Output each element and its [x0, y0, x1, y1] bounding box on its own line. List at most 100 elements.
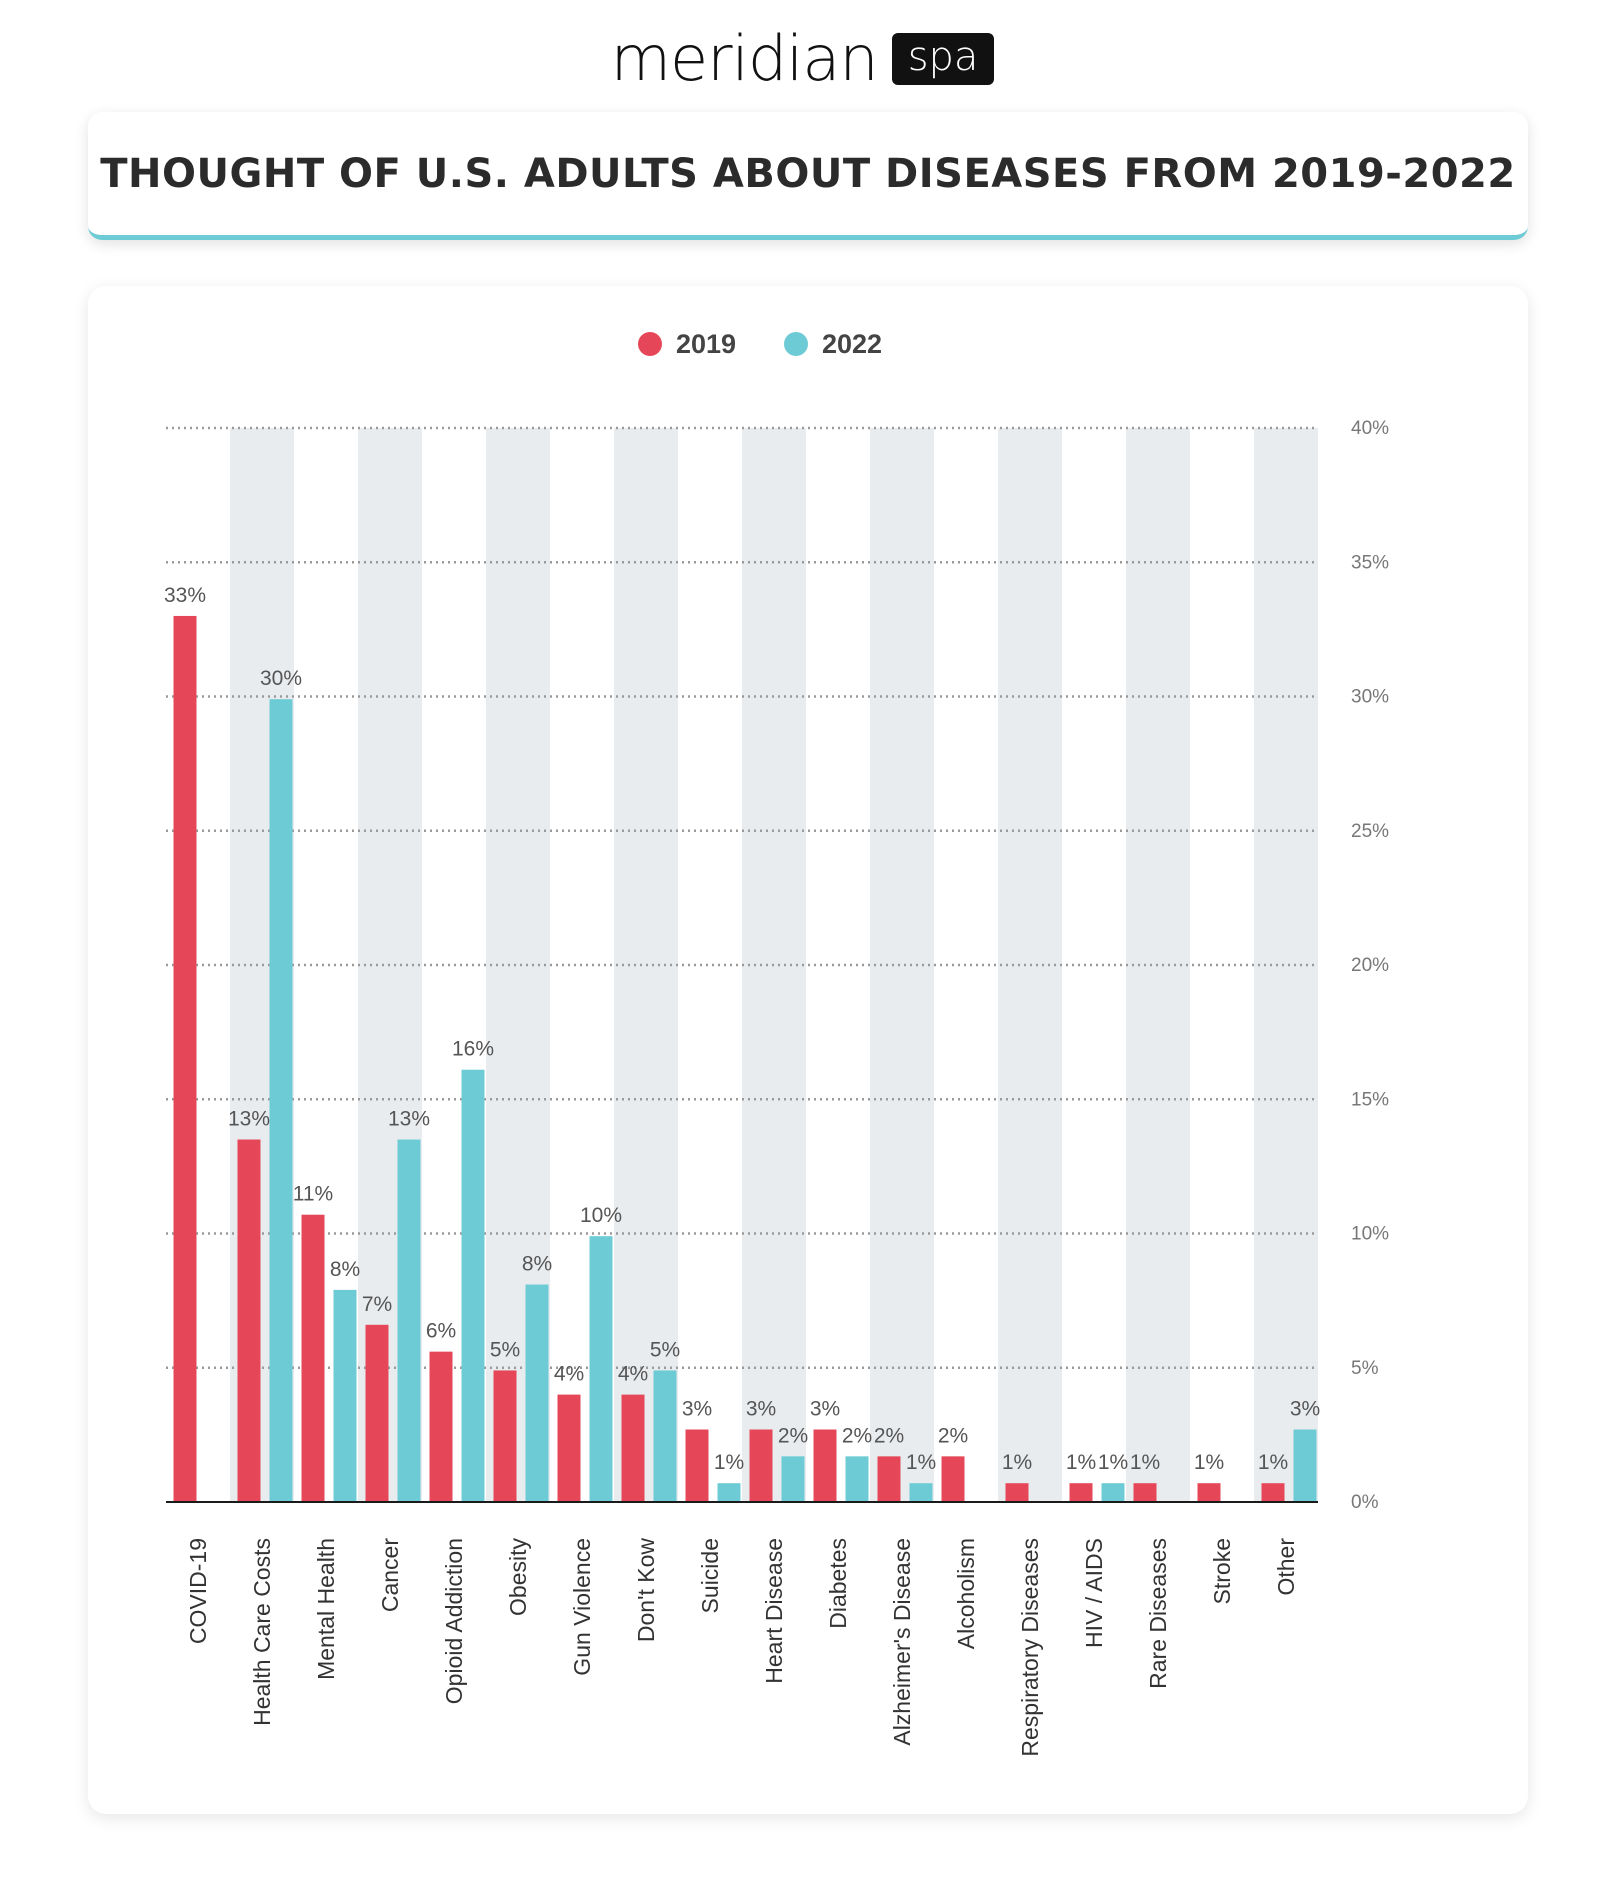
x-tick-label: Alzheimer's Disease	[889, 1538, 915, 1746]
data-label-2019: 33%	[164, 584, 206, 607]
bar-2022	[1101, 1483, 1125, 1502]
data-label-2019: 6%	[426, 1320, 456, 1343]
x-tick-label: Don't Kow	[633, 1538, 659, 1642]
legend-dot-2019	[638, 332, 662, 356]
y-tick-label: 15%	[1351, 1089, 1389, 1110]
data-label-2019: 7%	[362, 1293, 392, 1316]
brand-badge: spa	[891, 32, 995, 85]
bar-2019	[1197, 1483, 1221, 1502]
x-tick-label: Other	[1273, 1538, 1299, 1596]
bar-2019	[1261, 1483, 1285, 1502]
x-tick-label: Opioid Addiction	[441, 1538, 467, 1704]
bar-2019	[493, 1370, 517, 1502]
y-tick-label: 0%	[1351, 1492, 1379, 1513]
bar-2022	[1293, 1429, 1317, 1502]
bar-2019	[1005, 1483, 1029, 1502]
bar-2019	[237, 1139, 261, 1502]
bar-2022	[909, 1483, 933, 1502]
x-tick-label: Heart Disease	[761, 1538, 787, 1684]
data-label-2019: 3%	[746, 1398, 776, 1421]
data-label-2022: 30%	[260, 667, 302, 690]
data-label-2019: 1%	[1130, 1451, 1160, 1474]
bar-2022	[781, 1456, 805, 1502]
x-tick-label: Mental Health	[313, 1538, 339, 1680]
bar-2019	[621, 1394, 645, 1502]
y-tick-label: 25%	[1351, 821, 1389, 842]
bar-2019	[941, 1456, 965, 1502]
data-label-2019: 1%	[1194, 1451, 1224, 1474]
data-label-2019: 4%	[554, 1363, 584, 1386]
data-label-2022: 10%	[580, 1204, 622, 1227]
bar-2019	[813, 1429, 837, 1502]
brand-logo: meridian spa	[0, 22, 1605, 95]
bar-2022	[653, 1370, 677, 1502]
x-tick-label: Stroke	[1209, 1538, 1235, 1604]
x-tick-label: Alcoholism	[953, 1538, 979, 1649]
bar-2019	[301, 1214, 325, 1502]
legend-label-2022: 2022	[822, 329, 882, 359]
chart-card: 0% 5% 10% 15% 20% 25% 30% 35% 40% 33% 13% 11% 7% 6% 5%…	[88, 286, 1528, 1814]
data-label-2022: 1%	[1098, 1451, 1128, 1474]
data-label-2019: 2%	[938, 1424, 968, 1447]
y-tick-label: 20%	[1351, 955, 1389, 976]
bar-chart: 0% 5% 10% 15% 20% 25% 30% 35% 40% 33% 13% 11% 7% 6% 5%…	[164, 329, 1389, 1757]
bar-2022	[589, 1236, 613, 1502]
bar-2019	[365, 1324, 389, 1502]
chart-title: THOUGHT OF U.S. ADULTS ABOUT DISEASES FR…	[100, 150, 1516, 197]
bar-2019	[1133, 1483, 1157, 1502]
data-label-2019: 3%	[810, 1398, 840, 1421]
data-label-2022: 2%	[778, 1424, 808, 1447]
x-tick-label: HIV / AIDS	[1081, 1538, 1107, 1648]
data-label-2022: 1%	[906, 1451, 936, 1474]
x-tick-label: Gun Violence	[569, 1538, 595, 1676]
column-band	[1254, 428, 1318, 1502]
data-label-2022: 2%	[842, 1424, 872, 1447]
bar-2019	[877, 1456, 901, 1502]
bar-2022	[333, 1289, 357, 1502]
data-label-2022: 13%	[388, 1108, 430, 1131]
data-label-2019: 1%	[1002, 1451, 1032, 1474]
bar-2019	[429, 1351, 453, 1502]
x-tick-label: Obesity	[505, 1538, 531, 1616]
bar-2022	[269, 699, 293, 1502]
x-tick-label: Rare Diseases	[1145, 1538, 1171, 1689]
data-label-2022: 8%	[330, 1258, 360, 1281]
bar-2019	[557, 1394, 581, 1502]
y-tick-label: 5%	[1351, 1358, 1379, 1379]
data-label-2019: 1%	[1066, 1451, 1096, 1474]
data-label-2022: 8%	[522, 1253, 552, 1276]
brand-name: meridian	[610, 22, 879, 95]
y-tick-label: 40%	[1351, 418, 1389, 439]
bar-2019	[685, 1429, 709, 1502]
data-label-2019: 4%	[618, 1363, 648, 1386]
x-tick-label: Cancer	[377, 1538, 403, 1612]
legend-label-2019: 2019	[676, 329, 736, 359]
data-label-2019: 13%	[228, 1108, 270, 1131]
data-label-2022: 3%	[1290, 1398, 1320, 1421]
x-tick-label: Respiratory Diseases	[1017, 1538, 1043, 1757]
data-label-2019: 3%	[682, 1398, 712, 1421]
x-tick-label: Diabetes	[825, 1538, 851, 1629]
column-band	[870, 428, 934, 1502]
y-tick-label: 10%	[1351, 1224, 1389, 1245]
data-label-2019: 2%	[874, 1424, 904, 1447]
bar-2019	[749, 1429, 773, 1502]
title-card: THOUGHT OF U.S. ADULTS ABOUT DISEASES FR…	[88, 112, 1528, 240]
data-label-2022: 5%	[650, 1338, 680, 1361]
legend-dot-2022	[784, 332, 808, 356]
bar-2019	[1069, 1483, 1093, 1502]
x-tick-label: COVID-19	[185, 1538, 211, 1644]
bar-2022	[717, 1483, 741, 1502]
data-label-2022: 1%	[714, 1451, 744, 1474]
y-tick-label: 35%	[1351, 552, 1389, 573]
y-tick-label: 30%	[1351, 687, 1389, 708]
data-label-2022: 16%	[452, 1038, 494, 1061]
data-label-2019: 1%	[1258, 1451, 1288, 1474]
bar-2022	[461, 1069, 485, 1502]
data-label-2019: 5%	[490, 1338, 520, 1361]
bar-2019	[173, 615, 197, 1502]
bar-2022	[525, 1284, 549, 1502]
bar-2022	[845, 1456, 869, 1502]
data-label-2019: 11%	[293, 1183, 333, 1206]
x-tick-label: Suicide	[697, 1538, 723, 1613]
